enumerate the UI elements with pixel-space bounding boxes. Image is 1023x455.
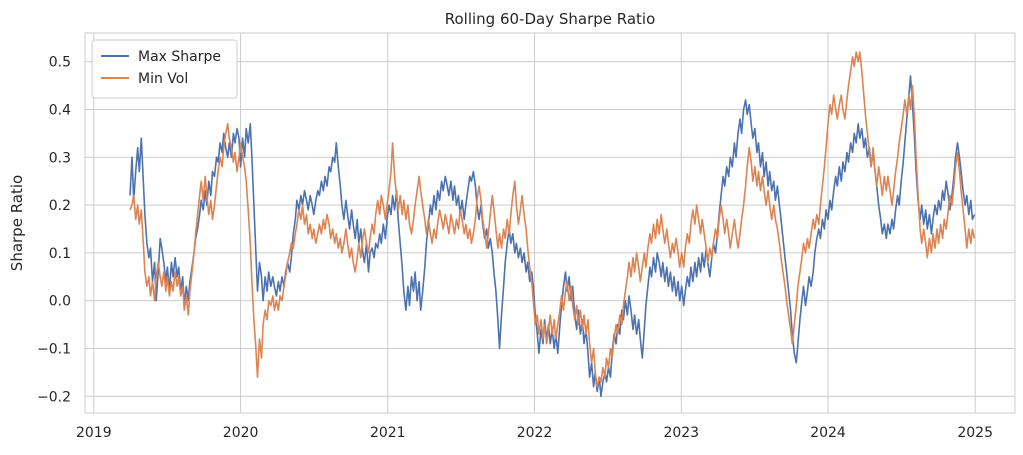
legend: Max Sharpe Min Vol (91, 39, 238, 99)
y-axis-ticks: −0.2 −0.1 0.0 0.1 0.2 0.3 0.4 0.5 (37, 55, 71, 406)
plot-area (84, 32, 1016, 414)
y-tick-label: 0.0 (49, 294, 71, 310)
series-lines (129, 51, 976, 398)
y-tick-label: 0.3 (49, 150, 71, 166)
y-tick-label: 0.2 (49, 198, 71, 214)
vertical-gridlines (93, 33, 976, 413)
chart-title: Rolling 60-Day Sharpe Ratio (445, 10, 656, 28)
y-tick-label: 0.5 (49, 55, 71, 71)
x-tick-label: 2020 (223, 425, 259, 441)
series-line-min-vol (129, 51, 976, 388)
y-axis-title: Sharpe Ratio (8, 175, 26, 271)
x-tick-label: 2019 (76, 425, 112, 441)
y-tick-label: 0.1 (49, 246, 71, 262)
x-tick-label: 2023 (663, 425, 699, 441)
y-tick-label: 0.4 (49, 102, 71, 118)
x-tick-label: 2021 (370, 425, 406, 441)
horizontal-gridlines (85, 61, 1015, 397)
legend-box (91, 39, 238, 99)
y-tick-label: −0.2 (37, 389, 71, 405)
x-axis-ticks: 2019 2020 2021 2022 2023 2024 2025 (76, 425, 993, 441)
y-tick-label: −0.1 (37, 341, 71, 357)
x-tick-label: 2024 (810, 425, 846, 441)
x-tick-label: 2025 (957, 425, 993, 441)
legend-label-max-sharpe: Max Sharpe (138, 49, 221, 65)
legend-label-min-vol: Min Vol (138, 71, 188, 87)
x-tick-label: 2022 (517, 425, 553, 441)
